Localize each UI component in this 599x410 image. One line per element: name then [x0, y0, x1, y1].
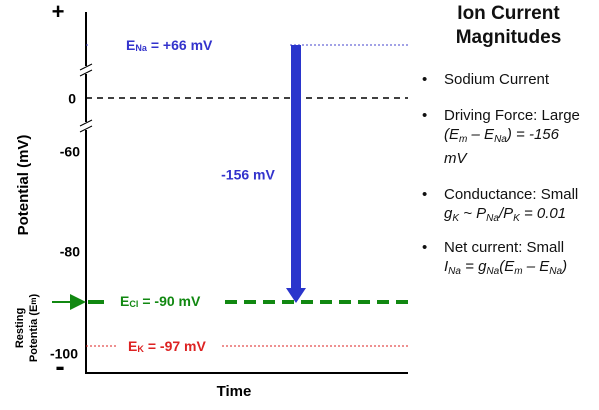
text-part: (E: [499, 258, 515, 275]
axis-break: [79, 63, 93, 71]
text-part: –: [471, 126, 480, 143]
text-part: mV: [444, 150, 467, 167]
y-axis-label: Potential (mV): [15, 135, 32, 236]
label-bg: [90, 36, 290, 54]
text-part: I: [444, 258, 449, 275]
text-part: ): [28, 294, 40, 298]
axis-break: [79, 69, 93, 77]
text-part: (: [444, 126, 449, 143]
panel-title: Ion Current Magnitudes: [418, 2, 599, 50]
text-part: m: [29, 298, 38, 305]
diagram: + - 0 -60 -80 -100 Potential (mV) Restin…: [14, 0, 408, 400]
x-axis-label: Time: [217, 383, 252, 400]
e-cl-label: ECl = -90 mV: [120, 293, 201, 310]
label-bg: [112, 292, 220, 312]
text-part: E: [539, 258, 550, 275]
tick-label: -100: [50, 346, 78, 362]
text-part: m: [459, 134, 468, 145]
e-na-label: ENa = +66 mV: [126, 37, 213, 54]
text-part: g: [444, 205, 453, 222]
axis-break: [79, 119, 93, 127]
text-part: E: [128, 338, 137, 354]
label-bg: [118, 337, 220, 355]
text-part: K: [452, 213, 460, 224]
text-part: Cl: [129, 299, 138, 309]
tick-label: 0: [68, 91, 76, 107]
text-part: K: [137, 344, 144, 354]
text-part: Potentia (E: [28, 305, 40, 362]
text-part: P: [476, 205, 487, 222]
text-part: = -156: [516, 126, 559, 143]
text-part: = -97 mV: [148, 338, 207, 354]
resting-label: Potentia (Em): [28, 294, 40, 363]
text-part: ~: [463, 205, 472, 222]
text-part: Na: [448, 266, 461, 277]
text-part: Conductance: Small: [444, 186, 579, 203]
text-part: Net current: Small: [444, 239, 565, 256]
tick-label: -60: [60, 144, 80, 160]
text-part: Na: [486, 213, 499, 224]
arrow-label: -156 mV: [221, 167, 275, 183]
current-arrow: [286, 45, 306, 303]
text-part: g: [478, 258, 487, 275]
text-part: =: [465, 258, 474, 275]
text-part: E: [484, 126, 495, 143]
plus-sign: +: [52, 0, 65, 24]
tick-label: -80: [60, 244, 80, 260]
minus-sign: -: [55, 350, 64, 381]
text-part: Ion Current: [457, 3, 560, 24]
text-part: ): [562, 258, 568, 275]
text-part: /P: [498, 205, 514, 222]
text-part: Magnitudes: [455, 27, 562, 48]
text-part: E: [449, 126, 460, 143]
text-part: = 0.01: [523, 205, 567, 222]
text-part: = -90 mV: [142, 293, 201, 309]
text-part: Na: [494, 134, 507, 145]
text-part: Na: [549, 266, 563, 277]
text-part: E: [120, 293, 129, 309]
axis-break: [79, 125, 93, 133]
resting-label: Resting: [14, 308, 26, 348]
e-k-label: EK = -97 mV: [128, 338, 206, 355]
text-part: Na: [135, 43, 147, 53]
text-part: ): [506, 126, 512, 143]
bullet: Sodium Current: [418, 70, 599, 89]
panel: Ion Current Magnitudes Sodium Current Dri…: [418, 0, 599, 281]
text-part: E: [126, 37, 135, 53]
text-part: Driving Force: Large: [444, 107, 580, 124]
text-part: Na: [486, 266, 500, 277]
text-part: K: [513, 213, 520, 224]
text-part: –: [526, 258, 536, 275]
axis-break: [80, 122, 92, 130]
text-part: m: [514, 266, 523, 277]
axis-break: [80, 66, 92, 74]
text-part: = +66 mV: [151, 37, 213, 53]
